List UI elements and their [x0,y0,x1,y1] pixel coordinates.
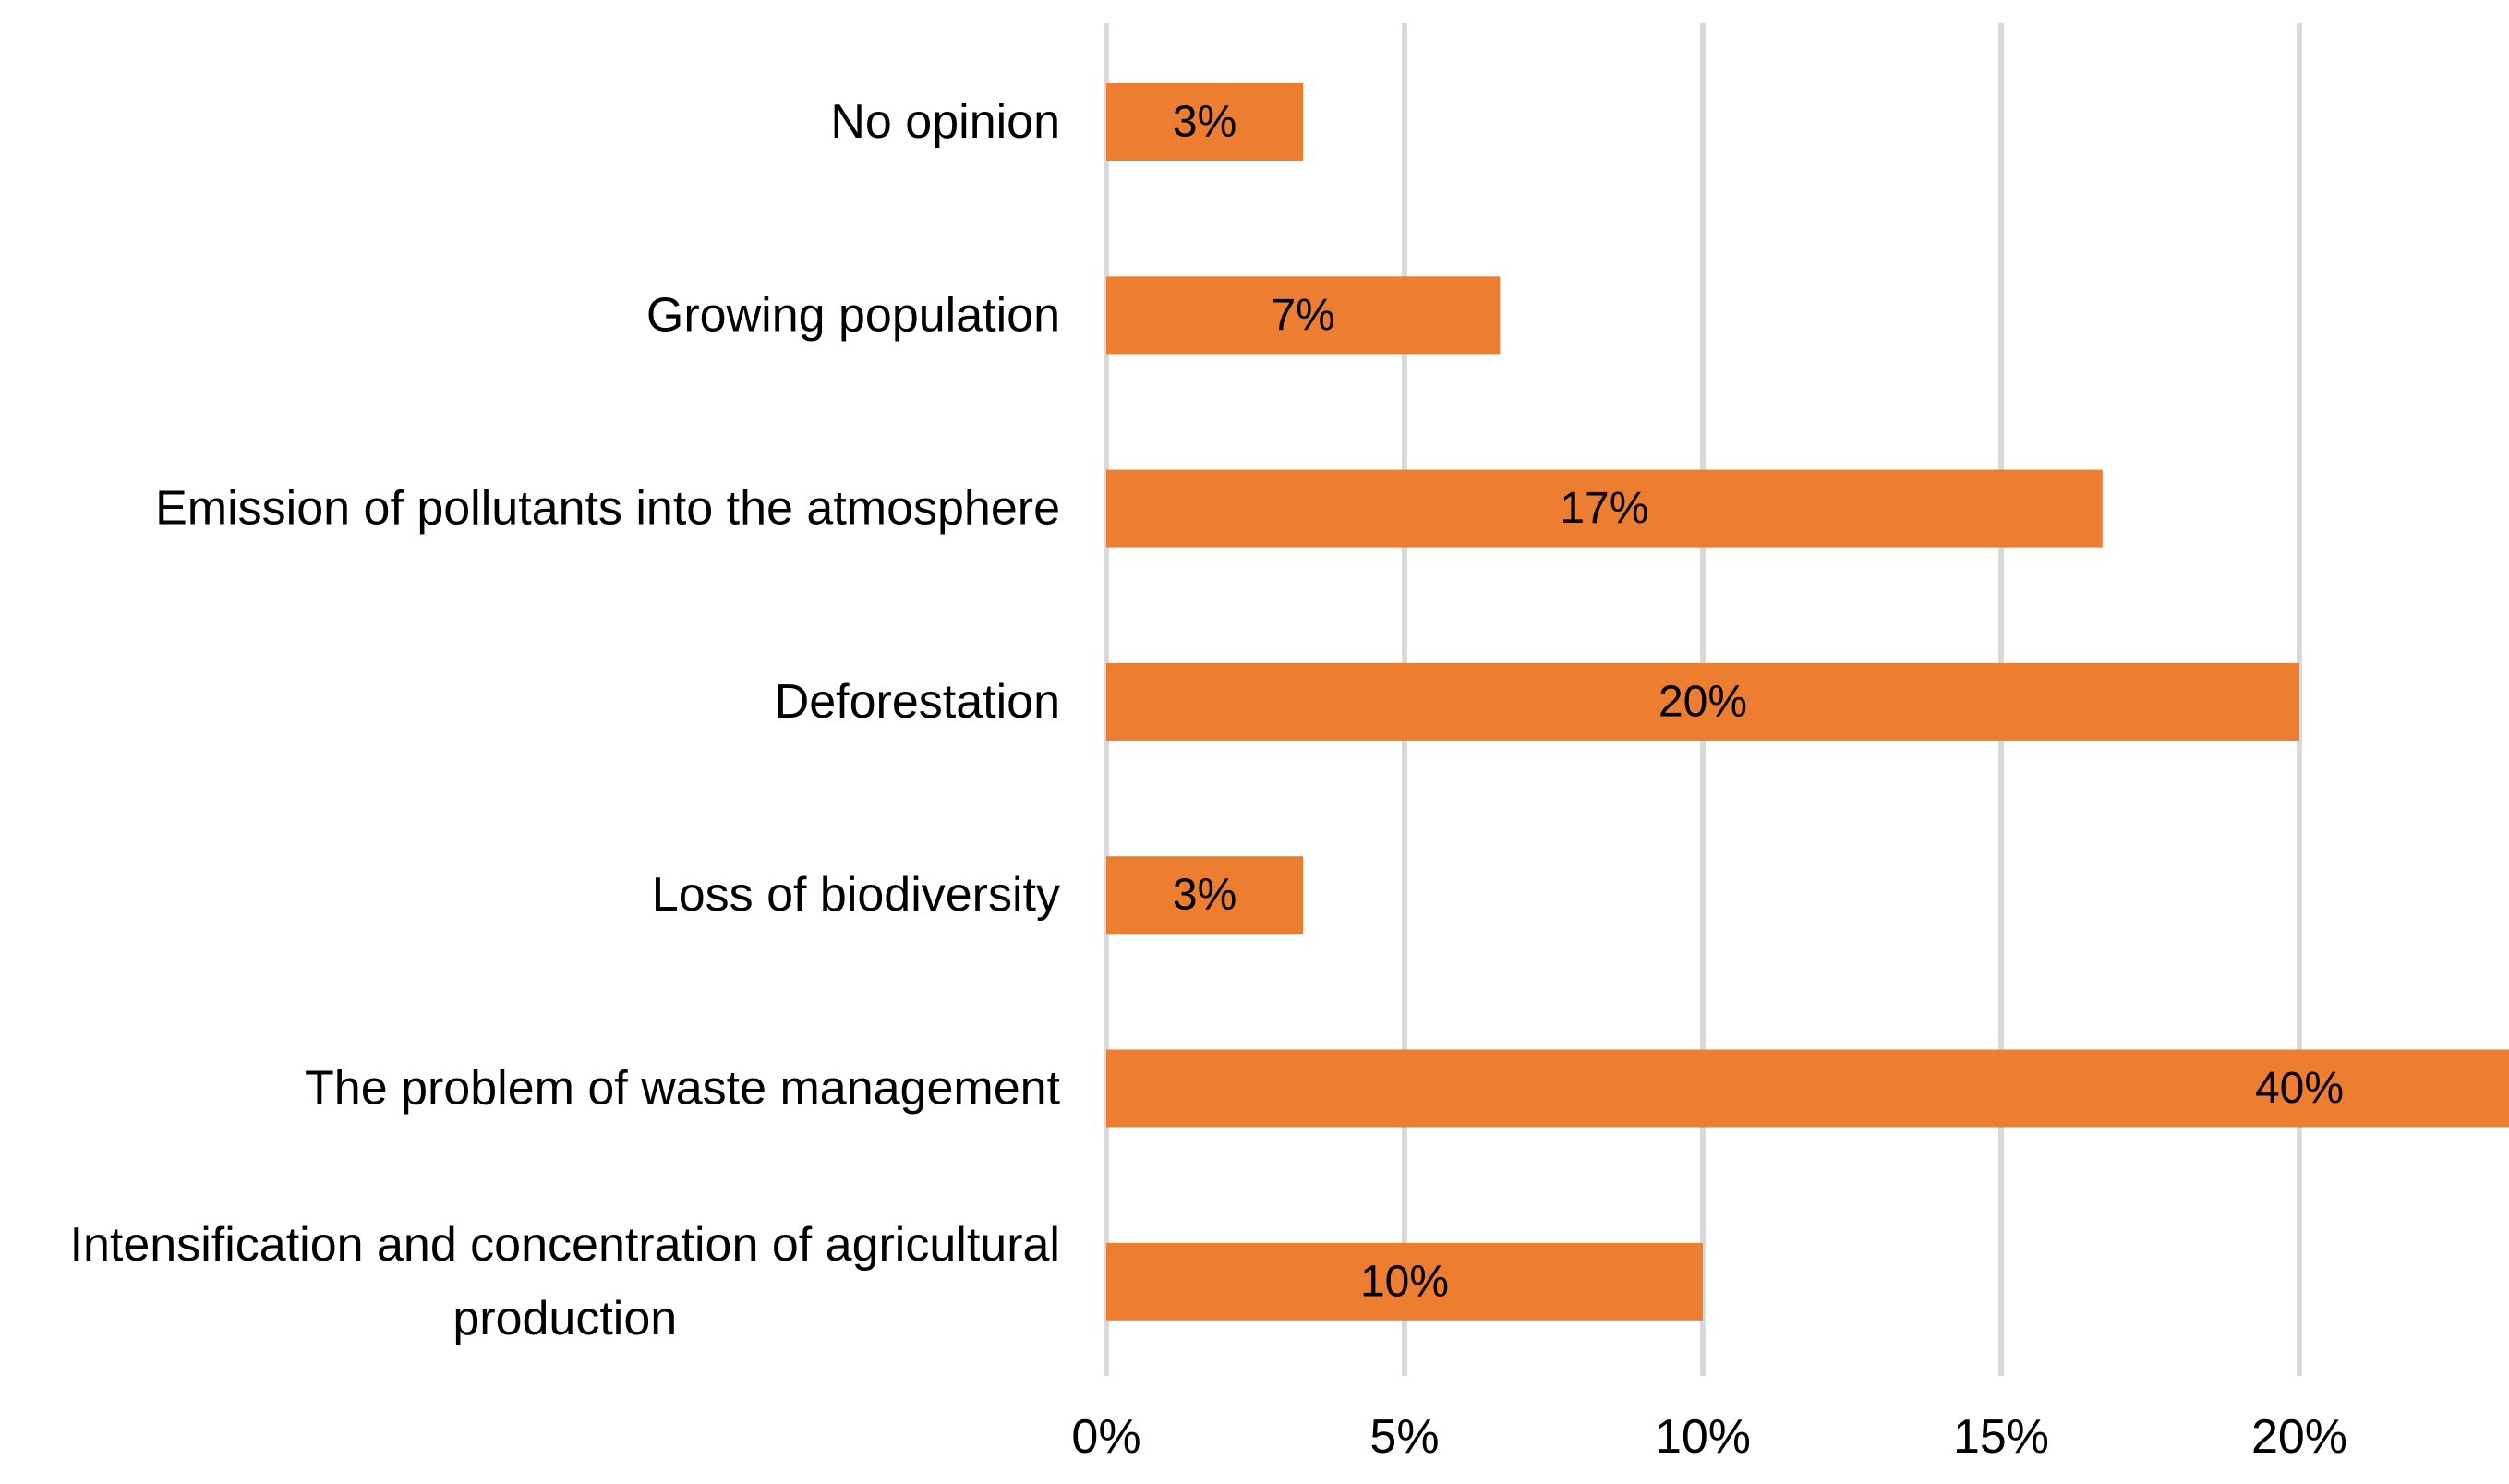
category-label: The problem of waste management [305,1062,1061,1116]
x-tick-label: 15% [1953,1410,2049,1464]
category-label: Growing population [646,288,1060,342]
data-label: 20% [1659,677,1747,726]
data-label: 3% [1173,98,1236,147]
category-label: No opinion [830,95,1060,149]
bar [1106,662,2299,741]
data-label: 3% [1173,871,1236,920]
data-label: 40% [2255,1064,2344,1113]
category-label: Emission of pollutants into the atmosphe… [155,482,1060,536]
x-tick-label: 5% [1369,1410,1439,1464]
category-label: Intensification and concentration of agr… [70,1218,1060,1345]
x-tick-label: 10% [1655,1410,1751,1464]
data-labels: 3% 7% 17% 20% 3% 40% 10% [1173,98,2344,1307]
bar [1106,1242,1703,1321]
category-label: Deforestation [775,675,1060,729]
x-tick-label: 20% [2251,1410,2347,1464]
bar [1106,469,2103,548]
data-label: 7% [1271,291,1334,340]
bars [1106,83,2509,1321]
data-label: 17% [1560,484,1648,533]
x-tick-label: 0% [1071,1410,1140,1464]
bar [1106,1049,2509,1128]
category-labels: No opinion Growing population Emission of … [70,95,1061,1345]
bar [1106,83,1304,161]
x-axis-tick-labels: 0%5%10%15%20%25%30%35%40%45% [1071,1410,2347,1464]
bar [1106,856,1304,935]
data-label: 10% [1360,1257,1449,1306]
bar [1106,276,1501,355]
category-label: Loss of biodiversity [652,868,1060,922]
